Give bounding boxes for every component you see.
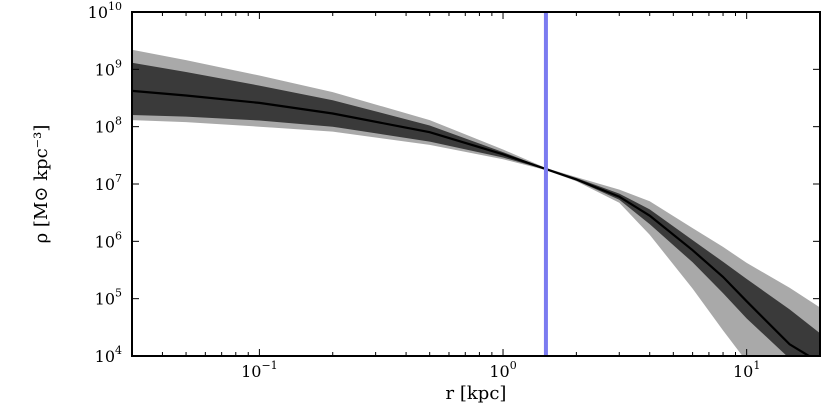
y-tick-label: 1010 — [88, 0, 122, 22]
x-tick-label: 101 — [733, 359, 760, 381]
y-tick-label: 104 — [95, 344, 122, 366]
x-axis-label: r [kpc] — [446, 383, 507, 404]
tick-labels: 10−1 100 101 104 105 106 107 108 109 1010 — [88, 0, 761, 381]
y-tick-label: 108 — [95, 115, 122, 137]
x-tick-label: 10−1 — [241, 359, 278, 381]
plot-frame — [131, 11, 821, 357]
y-tick-label: 109 — [95, 57, 122, 79]
median-profile-line — [132, 89, 810, 356]
plot-area — [132, 12, 820, 356]
inner-confidence-band — [132, 62, 820, 356]
outer-confidence-band — [132, 49, 820, 356]
y-tick-label: 105 — [95, 287, 122, 309]
x-tick-label: 100 — [489, 359, 516, 381]
y-tick-label: 107 — [95, 172, 122, 194]
y-axis-label: ρ [M⊙ kpc⁻³] — [31, 125, 52, 244]
y-tick-label: 106 — [95, 229, 122, 251]
